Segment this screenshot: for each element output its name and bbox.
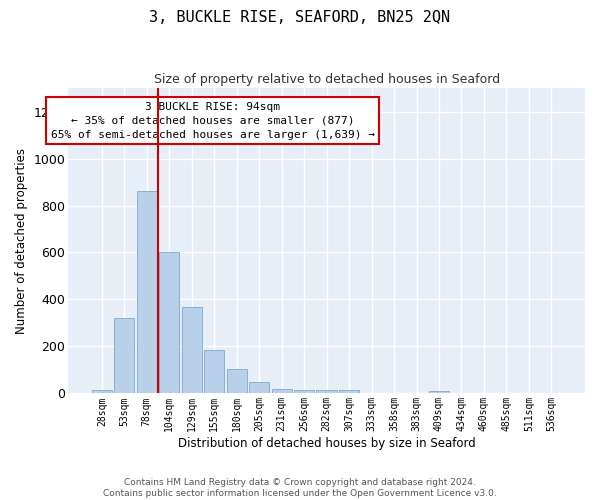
- Bar: [294, 390, 314, 394]
- Text: 3 BUCKLE RISE: 94sqm
← 35% of detached houses are smaller (877)
65% of semi-deta: 3 BUCKLE RISE: 94sqm ← 35% of detached h…: [51, 102, 375, 140]
- Bar: [114, 318, 134, 394]
- Bar: [249, 382, 269, 394]
- Bar: [204, 350, 224, 394]
- Bar: [272, 388, 292, 394]
- Bar: [159, 252, 179, 394]
- Bar: [182, 306, 202, 394]
- Text: 3, BUCKLE RISE, SEAFORD, BN25 2QN: 3, BUCKLE RISE, SEAFORD, BN25 2QN: [149, 10, 451, 25]
- Bar: [339, 390, 359, 394]
- Bar: [316, 390, 337, 394]
- Bar: [92, 390, 112, 394]
- Bar: [137, 192, 157, 394]
- Text: Contains HM Land Registry data © Crown copyright and database right 2024.
Contai: Contains HM Land Registry data © Crown c…: [103, 478, 497, 498]
- Bar: [227, 369, 247, 394]
- Y-axis label: Number of detached properties: Number of detached properties: [15, 148, 28, 334]
- X-axis label: Distribution of detached houses by size in Seaford: Distribution of detached houses by size …: [178, 437, 475, 450]
- Bar: [429, 390, 449, 394]
- Title: Size of property relative to detached houses in Seaford: Size of property relative to detached ho…: [154, 72, 500, 86]
